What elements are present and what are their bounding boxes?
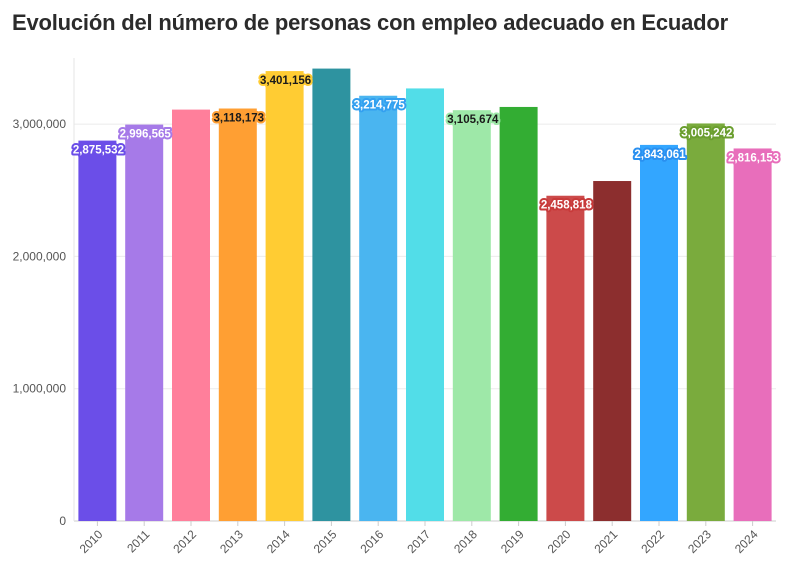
data-label-2023: 3,005,242 xyxy=(681,127,732,139)
x-tick-label: 2019 xyxy=(498,527,527,556)
data-label-2020: 2,458,818 xyxy=(541,200,593,212)
bar-2021[interactable] xyxy=(593,181,632,522)
x-tick-label: 2015 xyxy=(311,527,340,556)
x-tick-label: 2023 xyxy=(685,527,714,556)
y-tick-label: 0 xyxy=(59,514,66,528)
y-tick-label: 1,000,000 xyxy=(13,382,67,396)
data-label-2016: 3,214,775 xyxy=(354,100,406,112)
bar-2015[interactable] xyxy=(312,68,351,521)
x-tick-label: 2012 xyxy=(170,527,199,556)
data-label-2022: 2,843,061 xyxy=(634,149,686,161)
bar-2010[interactable] xyxy=(78,140,117,521)
data-labels: 2,875,532 2,996,565 3,118,173 3,401,156 3,21… xyxy=(71,73,781,214)
bar-2024[interactable] xyxy=(733,148,772,521)
x-tick-label: 2024 xyxy=(732,527,761,556)
data-label-2018: 3,105,674 xyxy=(447,114,499,126)
x-tick-label: 2017 xyxy=(404,527,433,556)
x-tick-label: 2022 xyxy=(638,527,667,556)
y-tick-label: 3,000,000 xyxy=(13,117,67,131)
x-tick-label: 2018 xyxy=(451,527,480,556)
x-tick-label: 2013 xyxy=(217,527,246,556)
data-label-2011: 2,996,565 xyxy=(120,129,172,141)
x-tick-label: 2016 xyxy=(358,527,387,556)
x-tick-labels: 2010 2011 2012 2013 2014 2015 2016 2017 2018 2019… xyxy=(77,527,761,556)
bar-2023[interactable] xyxy=(686,123,725,522)
bar-2017[interactable] xyxy=(406,88,444,521)
data-label-2010: 2,875,532 xyxy=(73,145,124,157)
x-tick-label: 2010 xyxy=(77,527,106,556)
y-tick-labels: 0 1,000,000 2,000,000 3,000,000 xyxy=(13,117,67,528)
bar-2019[interactable] xyxy=(499,106,538,522)
bar-2012[interactable] xyxy=(172,109,210,521)
bar-2018[interactable] xyxy=(452,110,491,521)
bar-2022[interactable] xyxy=(640,144,678,522)
x-tick-label: 2021 xyxy=(592,527,621,556)
bar-2014[interactable] xyxy=(265,71,304,521)
data-label-2013: 3,118,173 xyxy=(214,113,265,125)
bar-2013[interactable] xyxy=(218,108,257,521)
y-tick-label: 2,000,000 xyxy=(13,249,67,263)
x-tick-label: 2014 xyxy=(264,527,293,556)
chart-title: Evolución del número de personas con emp… xyxy=(12,10,729,35)
bar-2011[interactable] xyxy=(125,124,164,521)
bars xyxy=(78,68,772,522)
bar-2016[interactable] xyxy=(359,95,398,521)
bar-2020[interactable] xyxy=(546,195,585,521)
x-tick-label: 2020 xyxy=(545,527,574,556)
data-label-2014: 3,401,156 xyxy=(260,75,311,87)
x-tick-label: 2011 xyxy=(124,527,152,555)
data-label-2024: 2,816,153 xyxy=(728,152,779,164)
